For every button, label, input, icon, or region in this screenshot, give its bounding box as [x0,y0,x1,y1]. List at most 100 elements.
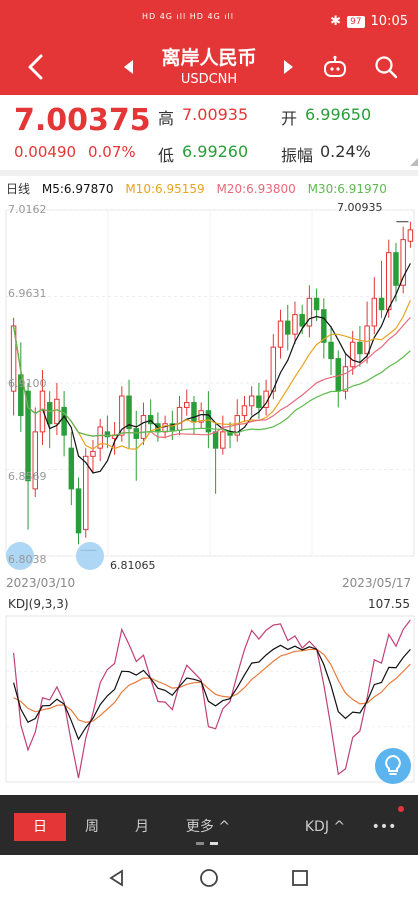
open-label: 开 [281,109,298,128]
candle-body [97,426,103,449]
ma10-value: M10:6.95159 [125,182,205,196]
kdj-title: KDJ(9,3,3) [8,597,69,611]
candle-body [393,252,399,286]
status-bar: HD 4G ıll HD 4G ıll ✱ 97 10:05 [0,0,418,40]
candle-body [140,415,147,439]
lightbulb-icon[interactable] [375,748,411,784]
candle-body [162,423,168,433]
candle-body [357,341,363,355]
more-options-icon[interactable]: ••• [371,819,397,835]
zoom-button [76,542,104,570]
candle-body [299,314,305,327]
scroll-left-button [6,542,34,570]
tab-more[interactable]: 更多 ^ [185,819,231,835]
candle-body [126,395,132,430]
candle-body [306,297,313,327]
candle-body [285,320,291,335]
title-block: 离岸人民币 USDCNH [0,46,418,88]
candle-body [25,390,31,482]
search-icon[interactable] [374,55,398,79]
y-tick-label: 6.9631 [8,287,47,300]
nav-recents-icon[interactable] [291,869,309,887]
candle-body [328,341,334,360]
y-tick-label: 6.8038 [8,553,47,566]
candle-body [321,309,327,343]
candle-body [191,402,197,423]
bluetooth-icon: ✱ [330,14,342,29]
ma20-value: M20:6.93800 [216,182,296,196]
candle-body [364,325,370,355]
tab-week[interactable]: 周 [85,819,99,835]
tab-indicator[interactable]: KDJ ^ [304,819,346,835]
candle-body [104,431,111,438]
page-title: 离岸人民币 [161,47,257,69]
candle-body [169,423,176,431]
open-value: 6.99650 [305,105,372,124]
next-symbol-icon[interactable] [284,60,293,74]
kdj-k-line [13,644,411,741]
candle-body [313,297,320,311]
x-start-date: 2023/03/10 [6,576,76,590]
amplitude-value: 0.24% [320,142,371,161]
candle-body [61,406,67,436]
candle-body [371,297,378,327]
candle-body [241,405,248,417]
y-tick-label: 7.0162 [8,203,47,216]
tab-day[interactable]: 日 [14,813,66,841]
divider [0,170,418,176]
candle-body [90,450,96,457]
candle-body [75,488,82,534]
period-label: 日线 [6,182,31,196]
amplitude-label: 振幅 [281,146,314,165]
pager-dot [210,842,218,845]
candle-body [212,431,219,449]
prev-symbol-icon[interactable] [124,60,133,74]
x-end-date: 2023/05/17 [342,576,412,590]
ma5-line [13,263,411,474]
candle-body [32,431,38,490]
ma5-value: M5:6.97870 [41,182,114,196]
candle-body [277,320,284,348]
candle-body [407,229,414,242]
back-icon[interactable] [26,53,46,81]
candle-body [270,346,277,392]
candle-body [39,390,46,433]
candle-body [400,239,406,286]
kdj-j-line [13,619,411,779]
ma-legend: 日线 M5:6.97870 M10:6.95159 M20:6.93800 M3… [6,180,395,197]
tab-month[interactable]: 月 [135,819,149,835]
nav-home-icon[interactable] [199,868,219,888]
kdj-value: 107.55 [368,597,410,611]
candle-body [349,341,356,368]
ma10-line [13,300,411,450]
clock: 10:05 [370,14,408,29]
expand-corner-icon[interactable] [410,158,418,166]
system-nav-bar [0,855,418,900]
robot-icon[interactable] [322,55,348,79]
candle-body [10,325,17,392]
y-tick-label: 6.8569 [8,470,47,483]
candle-body [18,374,24,417]
candle-body [176,406,183,431]
candle-body [292,314,298,335]
candle-body [256,395,262,408]
status-right: ✱ 97 10:05 [330,14,408,29]
kdj-chart[interactable] [0,612,418,790]
battery-icon: 97 [347,15,365,28]
nav-back-icon[interactable] [108,869,126,887]
high-value: 7.00935 [182,105,249,124]
candle-body [386,252,392,311]
last-price: 7.00375 [14,103,151,138]
candle-body [342,366,349,392]
pager-dot [196,842,204,845]
quote-summary: 7.00375 0.00490 0.07% 高 7.00935 开 6.9965… [0,95,418,170]
candle-body [378,297,385,311]
candlestick-chart[interactable] [0,196,418,576]
low-value: 6.99260 [182,142,249,161]
app-header: 离岸人民币 USDCNH [0,40,418,95]
candle-body [119,395,125,436]
high-label: 高 [158,109,175,128]
kdj-d-line [13,648,411,724]
ma30-value: M30:6.91970 [307,182,387,196]
price-change-pct: 0.07% [88,143,136,161]
